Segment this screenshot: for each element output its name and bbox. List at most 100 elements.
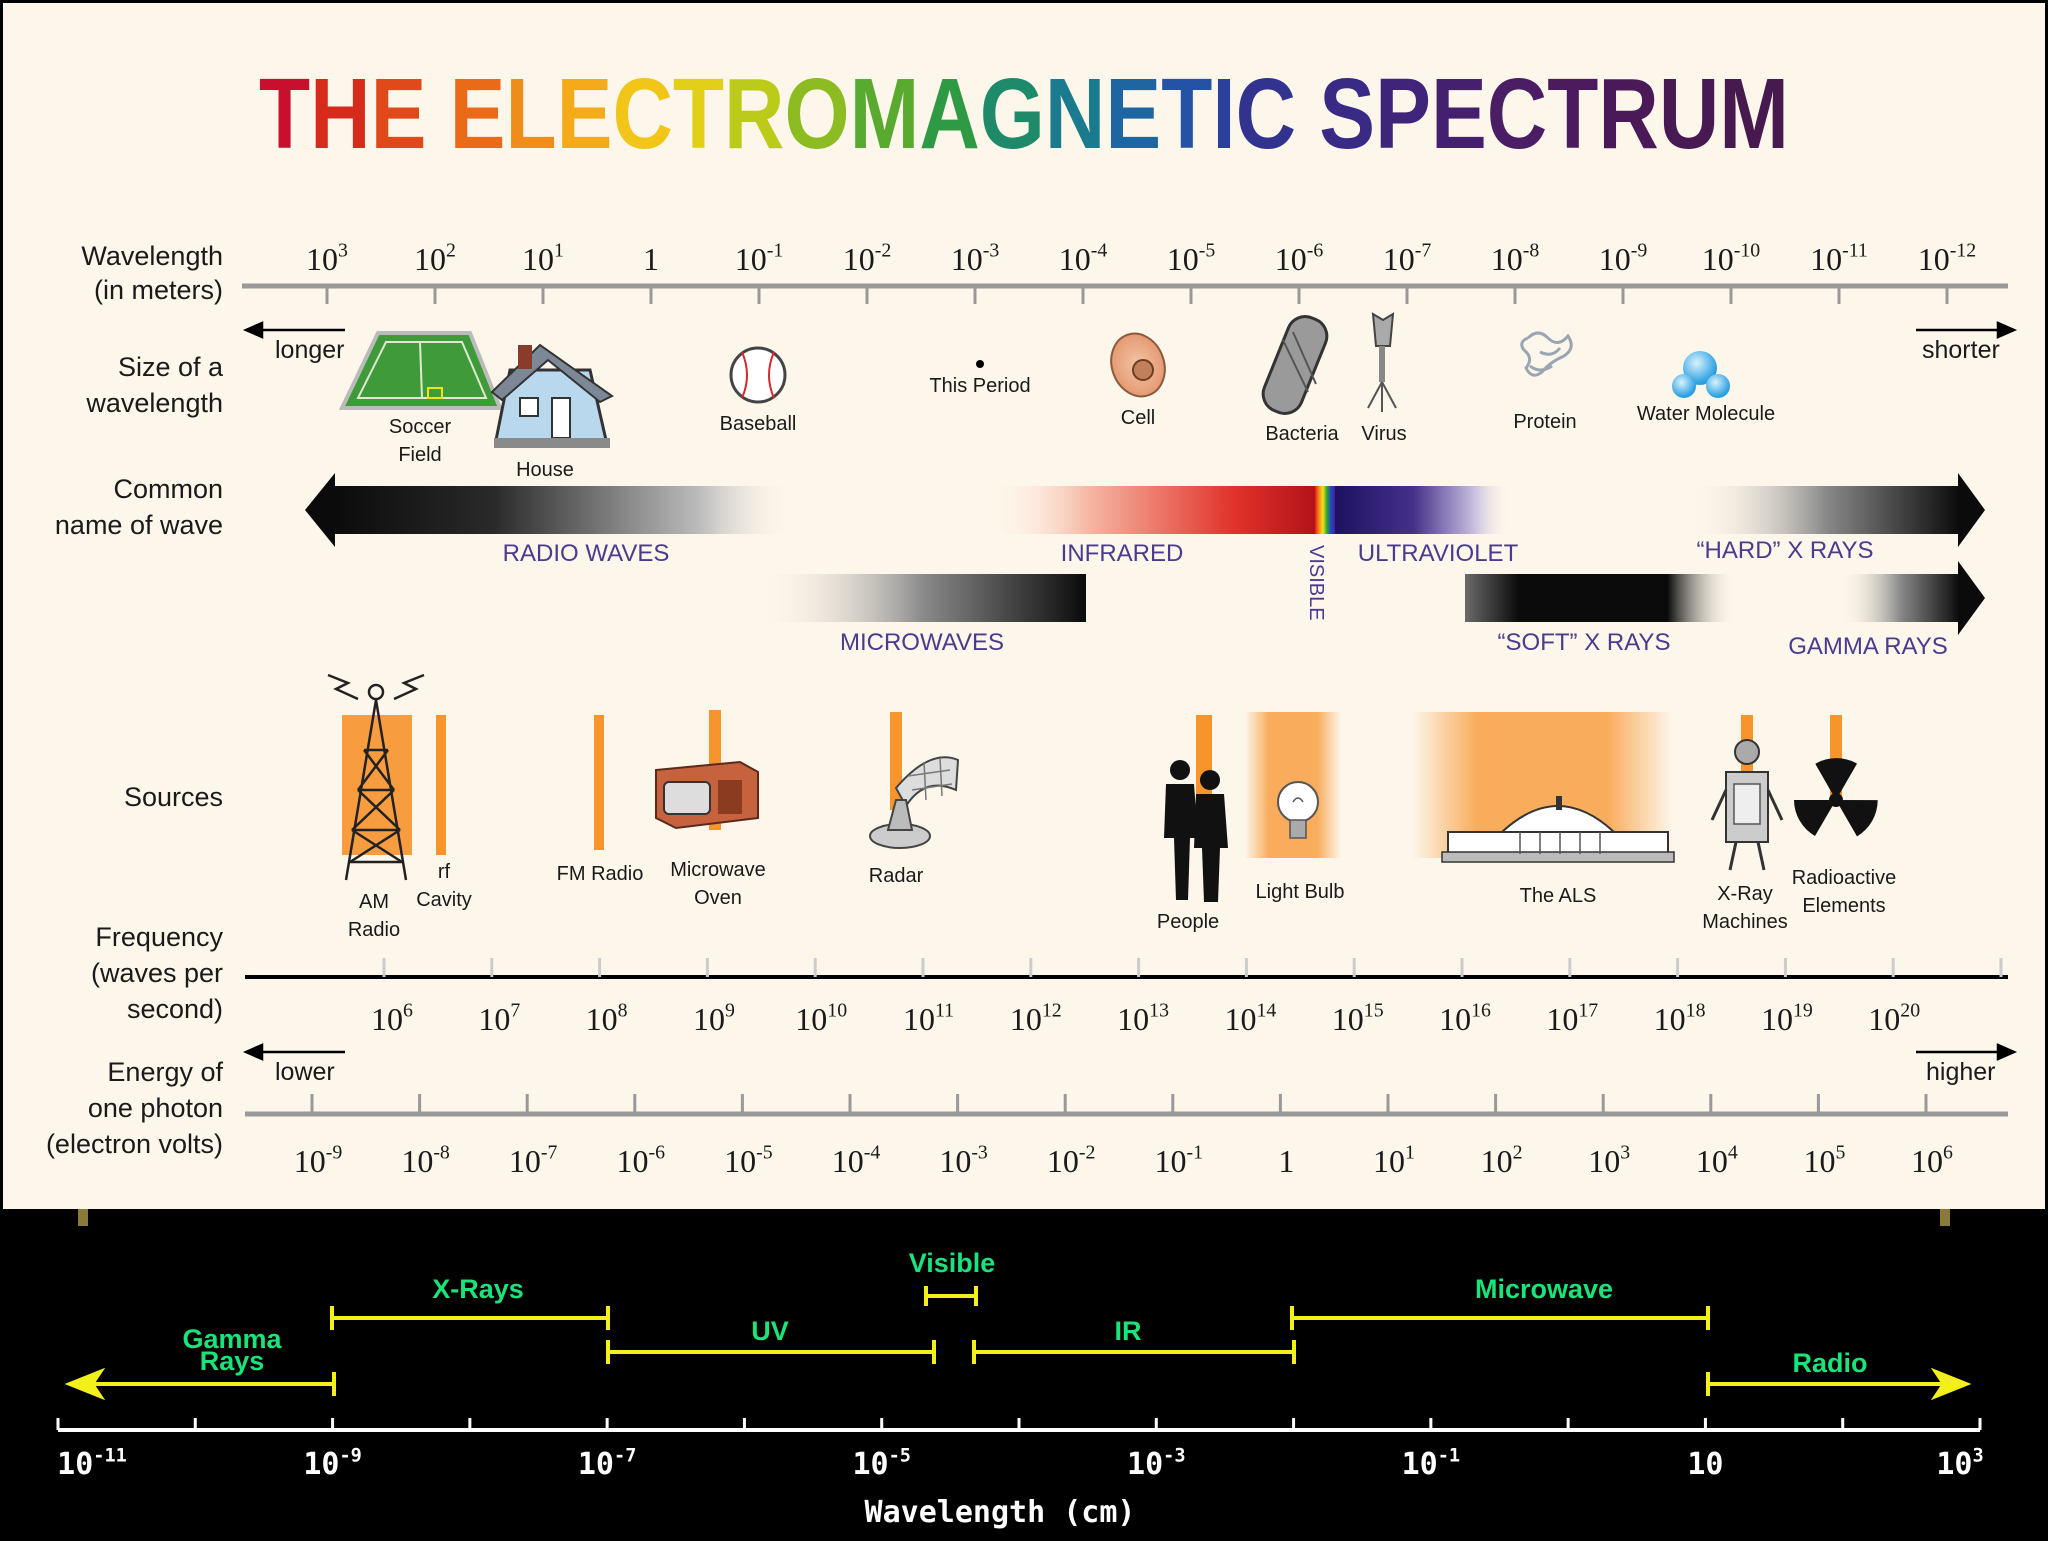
wavelength-tick-label: 10-1 xyxy=(735,240,784,277)
frequency-ticks: 106 107 108 109 1010 1011 1012 1013 1014 1015 1016… xyxy=(371,958,2003,1037)
title-letter: G xyxy=(980,58,1045,170)
visible-label: VISIBLE xyxy=(1305,545,1327,621)
wavelength-tick-label: 10-3 xyxy=(951,240,1000,277)
als-label: The ALS xyxy=(1520,885,1597,907)
soft-xrays-label: “SOFT” X RAYS xyxy=(1498,629,1671,656)
title-letter: H xyxy=(310,58,370,170)
row-label-frequency-3: second) xyxy=(127,994,223,1024)
virus-icon xyxy=(1367,312,1397,412)
wavelength-tick-label: 10-7 xyxy=(1383,240,1432,277)
page-title: THE ELECTROMAGNETIC SPECTRUM xyxy=(259,58,1789,170)
xrays-band-label: X-Rays xyxy=(432,1274,524,1304)
row-label-frequency-2: (waves per xyxy=(91,958,223,988)
title-letter: N xyxy=(1045,58,1105,170)
frequency-tick-label: 1014 xyxy=(1224,1000,1276,1037)
energy-tick-label: 10-9 xyxy=(294,1142,343,1179)
ultraviolet-band xyxy=(1335,486,1510,534)
radioactive-label-1: Radioactive xyxy=(1792,867,1897,889)
radio-arrowhead xyxy=(305,473,335,547)
frequency-tick-label: 107 xyxy=(478,1000,520,1037)
soccer-field-icon xyxy=(338,331,503,410)
title-letter: T xyxy=(259,58,310,170)
hard-xrays-arrowhead xyxy=(1958,473,1985,547)
radioactive-label-2: Elements xyxy=(1802,895,1885,917)
title-letter: T xyxy=(673,58,724,170)
light-bulb-label: Light Bulb xyxy=(1256,881,1345,903)
title-letter: T xyxy=(1161,58,1212,170)
bottom-axis-label: Wavelength (cm) xyxy=(865,1495,1136,1530)
title-letter: S xyxy=(1319,58,1375,170)
frequency-tick-label: 1019 xyxy=(1761,1000,1813,1037)
people-icon xyxy=(1164,760,1228,902)
energy-tick-label: 10-3 xyxy=(939,1142,988,1179)
frequency-tick-label: 1012 xyxy=(1010,1000,1062,1037)
wavelength-tick-label: 10-5 xyxy=(1167,240,1216,277)
cell-icon xyxy=(1110,332,1166,398)
wavelength-tick-label: 103 xyxy=(306,240,348,277)
bottom-minor-ticks xyxy=(56,1418,1982,1430)
bacteria-icon xyxy=(1261,315,1329,415)
period-label: This Period xyxy=(929,375,1030,397)
wavelength-tick-label: 10-6 xyxy=(1275,240,1324,277)
soft-xrays-band xyxy=(1465,574,1735,622)
row-label-wavelength-1: Wavelength xyxy=(81,241,223,271)
light-bulb-icon xyxy=(1277,781,1319,839)
bottom-tick-label: 10-1 xyxy=(1402,1445,1461,1482)
row-label-energy-2: one photon xyxy=(88,1093,223,1123)
row-label-sources-1: Sources xyxy=(124,782,223,812)
soccer-field-label-2: Field xyxy=(398,444,441,466)
lower-label: lower xyxy=(275,1058,335,1086)
water-molecule-icon xyxy=(1672,351,1730,398)
fm-radio-band xyxy=(594,715,604,850)
radio-tower-icon xyxy=(327,673,425,881)
higher-label: higher xyxy=(1926,1058,1996,1086)
house-label: House xyxy=(516,459,574,481)
energy-tick-label: 101 xyxy=(1373,1142,1415,1179)
rf-cavity-band xyxy=(436,715,446,855)
energy-tick-label: 10-5 xyxy=(724,1142,773,1179)
frequency-tick-label: 1020 xyxy=(1868,1000,1920,1037)
bottom-tick-label: 103 xyxy=(1936,1445,1983,1482)
people-label: People xyxy=(1157,911,1219,933)
title-letter: E xyxy=(450,58,506,170)
energy-tick-label: 10-4 xyxy=(832,1142,881,1179)
energy-tick-label: 106 xyxy=(1911,1142,1953,1179)
gamma-rays-label: GAMMA RAYS xyxy=(1788,633,1948,660)
uv-band-label: UV xyxy=(751,1316,789,1346)
bottom-tick-label: 10 xyxy=(1687,1447,1723,1482)
radar-dish-icon xyxy=(869,756,960,849)
frequency-tick-label: 109 xyxy=(693,1000,735,1037)
title-letter: A xyxy=(919,58,979,170)
energy-tick-label: 103 xyxy=(1588,1142,1630,1179)
bottom-tick-labels: 10-11 10-9 10-7 10-5 10-3 10-1 10 103 xyxy=(57,1445,1984,1482)
microwaves-label: MICROWAVES xyxy=(840,629,1004,656)
wavelength-ticks: 103 102 101 1 10-1 10-2 10-3 10-4 10-5 10-6 10-7 10… xyxy=(306,240,1976,304)
title-letter: E xyxy=(557,58,613,170)
rf-cavity-label-2: Cavity xyxy=(416,889,472,911)
energy-tick-label: 104 xyxy=(1696,1142,1738,1179)
rf-cavity-label-1: rf xyxy=(438,861,451,883)
longer-label: longer xyxy=(275,336,345,364)
row-label-common-2: name of wave xyxy=(55,510,223,540)
title-letter: E xyxy=(1105,58,1161,170)
panel-post-left xyxy=(78,1209,88,1229)
radar-label: Radar xyxy=(869,865,924,887)
frequency-tick-label: 1010 xyxy=(795,1000,847,1037)
title-letter: C xyxy=(1236,58,1296,170)
row-label-size-1: Size of a xyxy=(118,352,224,382)
gamma-band-label-1: Gamma xyxy=(182,1324,282,1354)
bottom-tick-label: 10-7 xyxy=(578,1445,637,1482)
panel-post-right xyxy=(1940,1209,1950,1229)
hard-xrays-band xyxy=(1690,486,1960,534)
title-letter: L xyxy=(506,58,557,170)
title-letter: O xyxy=(785,58,850,170)
wavelength-tick-label: 10-10 xyxy=(1702,240,1761,277)
wavelength-tick-label: 10-9 xyxy=(1599,240,1648,277)
am-radio-label-2: Radio xyxy=(348,919,400,941)
lower-panel xyxy=(0,1226,2048,1536)
title-letter: C xyxy=(612,58,672,170)
radio-waves-band xyxy=(333,486,793,534)
microwave-oven-label-2: Oven xyxy=(694,887,742,909)
energy-ticks: 10-9 10-8 10-7 10-6 10-5 10-4 10-3 10-2 10-1 1 101… xyxy=(294,1094,1953,1179)
bottom-tick-label: 10-3 xyxy=(1127,1445,1186,1482)
